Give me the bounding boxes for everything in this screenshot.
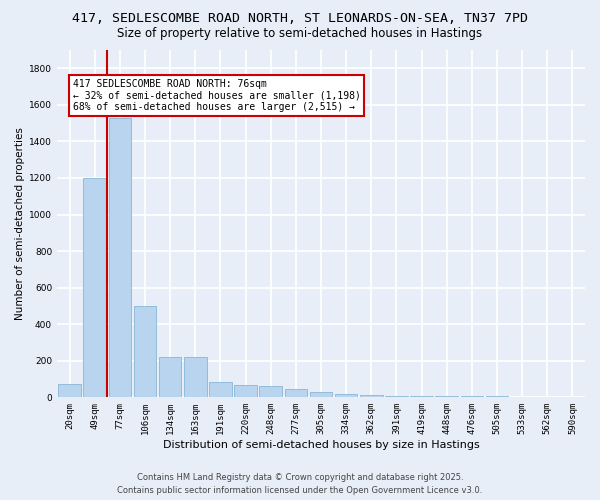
Bar bbox=[134, 306, 157, 398]
Text: 417 SEDLESCOMBE ROAD NORTH: 76sqm
← 32% of semi-detached houses are smaller (1,1: 417 SEDLESCOMBE ROAD NORTH: 76sqm ← 32% … bbox=[73, 79, 361, 112]
Y-axis label: Number of semi-detached properties: Number of semi-detached properties bbox=[15, 127, 25, 320]
Bar bbox=[284, 388, 307, 398]
Bar bbox=[310, 392, 332, 398]
Bar bbox=[536, 397, 559, 398]
Text: 417, SEDLESCOMBE ROAD NORTH, ST LEONARDS-ON-SEA, TN37 7PD: 417, SEDLESCOMBE ROAD NORTH, ST LEONARDS… bbox=[72, 12, 528, 26]
Bar bbox=[184, 357, 206, 398]
Bar bbox=[485, 396, 508, 398]
Bar bbox=[360, 394, 383, 398]
Bar bbox=[436, 396, 458, 398]
Bar bbox=[159, 357, 181, 398]
Bar bbox=[410, 396, 433, 398]
Bar bbox=[461, 396, 483, 398]
Bar bbox=[109, 118, 131, 398]
Bar bbox=[511, 396, 533, 398]
Text: Contains HM Land Registry data © Crown copyright and database right 2025.
Contai: Contains HM Land Registry data © Crown c… bbox=[118, 474, 482, 495]
Bar bbox=[259, 386, 282, 398]
X-axis label: Distribution of semi-detached houses by size in Hastings: Distribution of semi-detached houses by … bbox=[163, 440, 479, 450]
Bar bbox=[335, 394, 358, 398]
Bar bbox=[83, 178, 106, 398]
Bar bbox=[209, 382, 232, 398]
Text: Size of property relative to semi-detached houses in Hastings: Size of property relative to semi-detach… bbox=[118, 28, 482, 40]
Bar bbox=[58, 384, 81, 398]
Bar bbox=[234, 386, 257, 398]
Bar bbox=[385, 396, 408, 398]
